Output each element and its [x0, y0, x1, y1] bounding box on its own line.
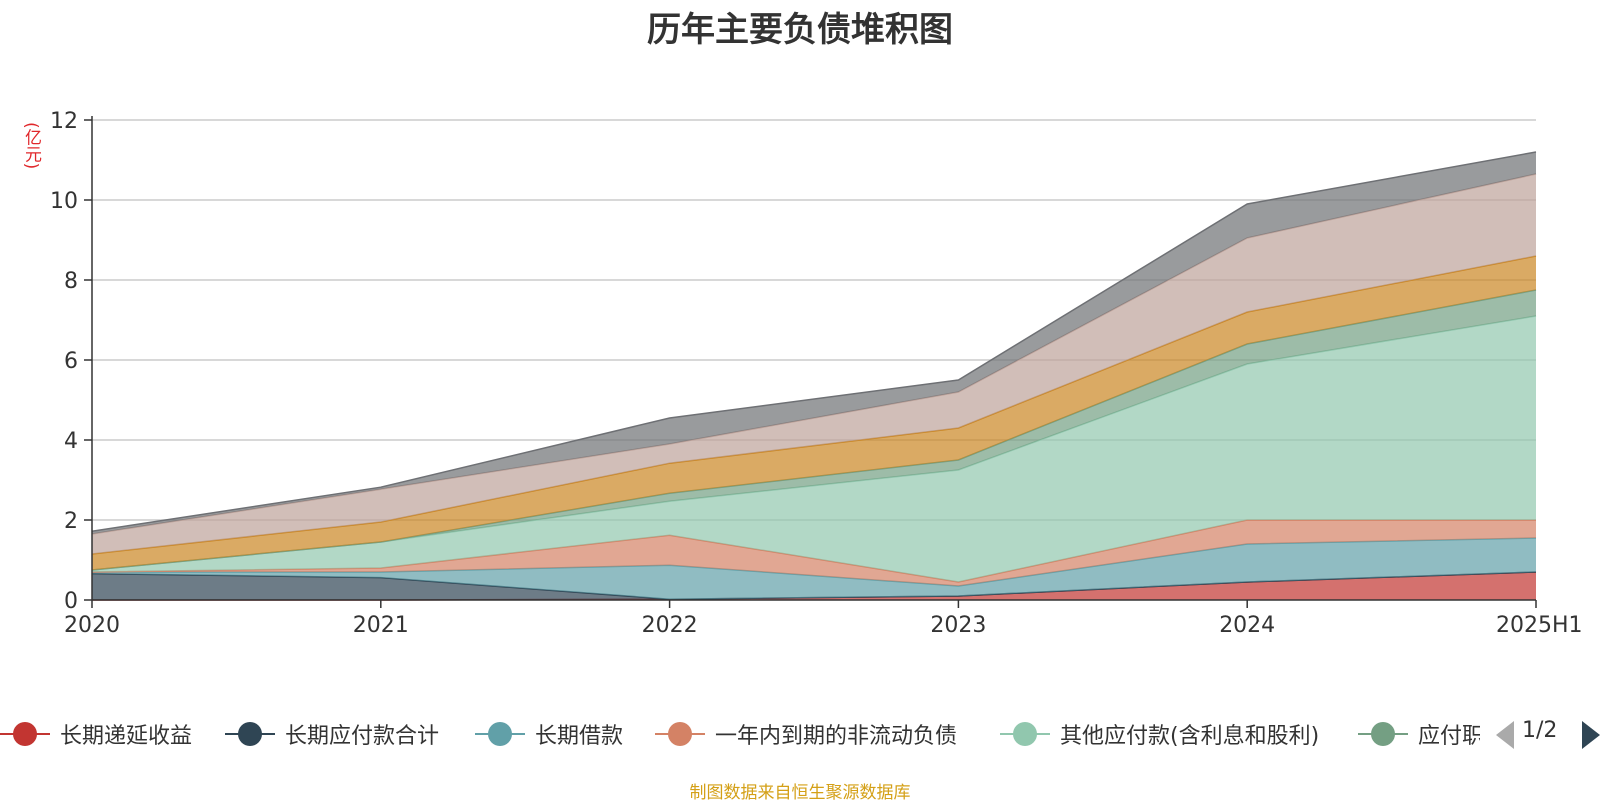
legend-item[interactable]: 长期递延收益 [0, 712, 192, 756]
axes: 0 2 4 6 8 10 12 2020 2021 2022 2023 2024 2025H1 [50, 109, 1583, 638]
legend-label: 应付职 [1418, 724, 1480, 749]
legend-item[interactable]: 应付职 [1358, 712, 1480, 756]
x-tick-label: 2020 [64, 613, 120, 638]
x-tick-label: 2024 [1219, 613, 1275, 638]
area-series-5 [92, 316, 1536, 582]
y-tick-label: 8 [64, 269, 78, 294]
area-series-4 [92, 520, 1536, 586]
legend-next-page-button[interactable] [1582, 721, 1600, 749]
legend-prev-page-button[interactable] [1496, 721, 1514, 749]
area-series-3 [92, 538, 1536, 600]
legend-label: 长期递延收益 [60, 724, 193, 749]
area-series-1 [92, 572, 1536, 600]
y-tick-label: 2 [64, 509, 78, 534]
x-tick-label: 2025H1 [1496, 613, 1583, 638]
legend-pager: 1/2 [1496, 716, 1600, 752]
legend-marker-icon [475, 712, 525, 756]
y-tick-label: 4 [64, 429, 78, 454]
legend-label: 一年内到期的非流动负债 [715, 724, 958, 749]
y-tick-label: 0 [64, 589, 78, 614]
legend-item[interactable]: 其他应付款(含利息和股利) [1000, 712, 1319, 756]
area-series-8 [92, 174, 1536, 554]
legend-item[interactable]: 一年内到期的非流动负债 [655, 712, 957, 756]
x-tick-label: 2022 [642, 613, 698, 638]
y-tick-label: 6 [64, 349, 78, 374]
legend-marker-icon [655, 712, 705, 756]
y-axis-unit-label: (亿元) [21, 122, 41, 170]
x-tick-label: 2023 [930, 613, 986, 638]
legend-marker-icon [0, 712, 50, 756]
legend-label: 长期应付款合计 [285, 724, 440, 749]
area-series-2 [92, 572, 1536, 600]
legend: 长期递延收益 长期应付款合计 长期借款 一年内到期的非流动负债 其他应付款(含利息和股利… [0, 712, 1600, 756]
chart-title: 历年主要负债堆积图 [647, 10, 953, 50]
legend-marker-icon [1000, 712, 1050, 756]
stacked-area-chart: 0 2 4 6 8 10 12 2020 2021 2022 2023 2024 2025H1 [50, 109, 1583, 638]
legend-label: 长期借款 [535, 724, 624, 749]
legend-items: 长期递延收益 长期应付款合计 长期借款 一年内到期的非流动负债 其他应付款(含利息和股利… [0, 712, 1480, 756]
series-line-9 [91, 151, 1537, 532]
legend-marker-icon [225, 712, 275, 756]
legend-item[interactable]: 长期借款 [475, 712, 623, 756]
legend-label: 其他应付款(含利息和股利) [1060, 724, 1320, 749]
source-note: 制图数据来自恒生聚源数据库 [689, 783, 911, 803]
legend-item[interactable]: 长期应付款合计 [225, 712, 439, 756]
y-tick-label: 12 [50, 109, 78, 134]
area-series-6 [92, 290, 1536, 570]
area-series-layer [91, 151, 1537, 601]
y-tick-label: 10 [50, 189, 78, 214]
legend-page-indicator: 1/2 [1522, 718, 1558, 743]
area-series-9 [92, 152, 1536, 534]
legend-marker-icon [1358, 712, 1408, 756]
x-tick-label: 2021 [353, 613, 409, 638]
